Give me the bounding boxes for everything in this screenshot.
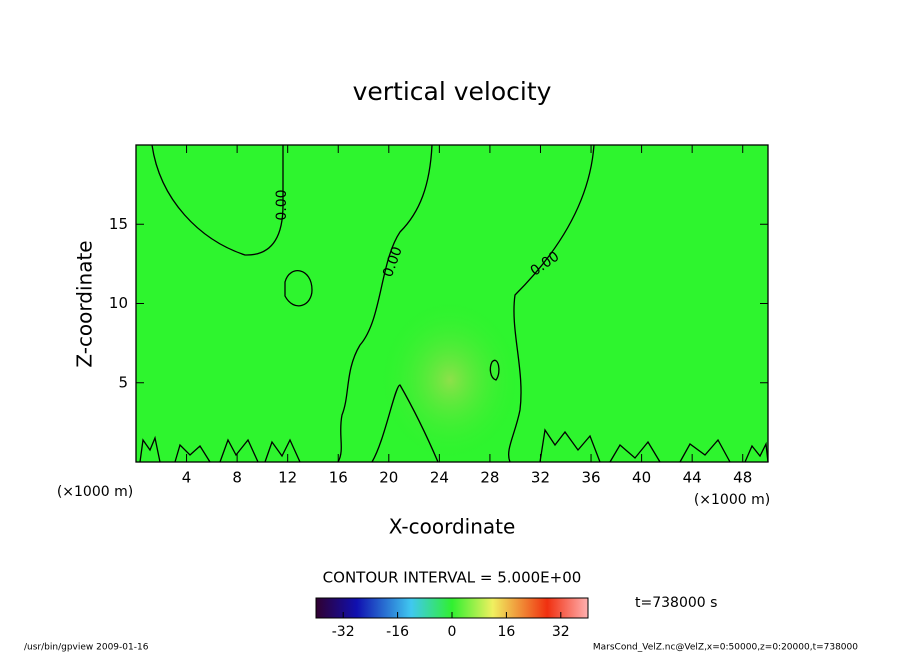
colorbar-tick-label: -16 — [386, 624, 409, 640]
contour-lines — [139, 144, 769, 463]
x-tick-label: 12 — [278, 469, 297, 487]
colorbar-tick-label: 32 — [552, 624, 570, 640]
x-tick-label: 44 — [683, 469, 702, 487]
y-tick-label: 5 — [118, 373, 128, 391]
contour-label: 0.00 — [274, 189, 290, 220]
x-axis-label: X-coordinate — [389, 515, 516, 539]
x-tick-label: 8 — [232, 469, 242, 487]
x-tick-label: 32 — [531, 469, 550, 487]
colorbar-tick-label: -32 — [332, 624, 355, 640]
y-tick-label: 10 — [109, 294, 128, 312]
contour-interval: CONTOUR INTERVAL = 5.000E+00 — [323, 569, 582, 587]
x-tick-label: 40 — [632, 469, 651, 487]
colorbar-tick-label: 16 — [497, 624, 515, 640]
x-tick-label: 20 — [379, 469, 398, 487]
chart-title: vertical velocity — [353, 77, 552, 106]
x-tick-label: 28 — [480, 469, 499, 487]
x-tick-label: 48 — [733, 469, 752, 487]
y-tick-label: 15 — [109, 215, 128, 233]
x-unit-right: (×1000 m) — [694, 492, 770, 508]
x-unit-left: (×1000 m) — [57, 484, 133, 500]
field-highlight — [380, 300, 520, 460]
footer-right: MarsCond_VelZ.nc@VelZ,x=0:50000,z=0:2000… — [593, 643, 858, 653]
x-tick-label: 24 — [430, 469, 449, 487]
colorbar-tick-label: 0 — [448, 624, 457, 640]
x-tick-label: 16 — [329, 469, 348, 487]
footer-left: /usr/bin/gpview 2009-01-16 — [24, 643, 149, 653]
y-axis-label: Z-coordinate — [73, 240, 97, 367]
x-tick-label: 4 — [182, 469, 192, 487]
time-label: t=738000 s — [635, 595, 717, 611]
x-tick-label: 36 — [581, 469, 600, 487]
